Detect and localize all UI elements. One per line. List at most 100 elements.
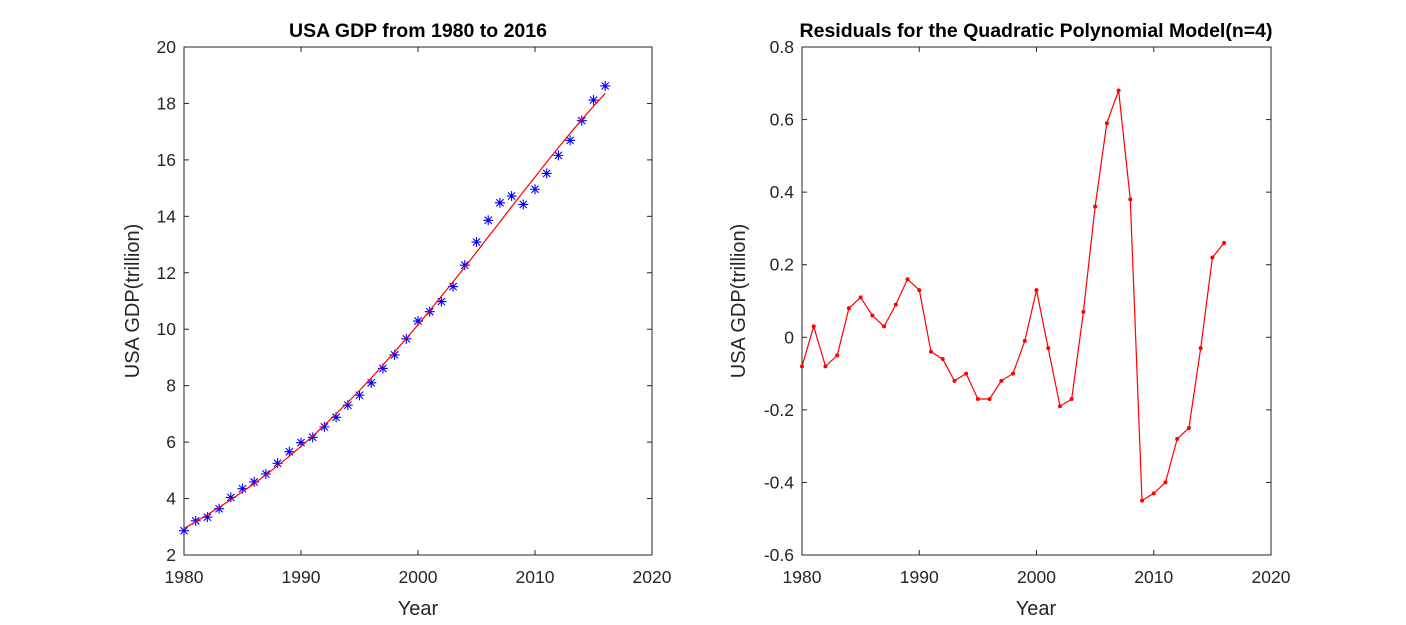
data-point (1186, 426, 1191, 430)
data-point (1022, 338, 1027, 343)
data-point (214, 503, 225, 514)
data-point (964, 371, 969, 376)
data-point (811, 324, 816, 329)
data-point (1104, 121, 1109, 126)
data-point (319, 421, 330, 432)
data-point (882, 324, 887, 329)
data-point (413, 316, 423, 327)
data-point (342, 400, 353, 411)
data-point (260, 469, 271, 480)
residuals-chart: Residuals for the Quadratic Polynomial M… (728, 20, 1291, 620)
data-point (1151, 491, 1156, 496)
data-point (483, 215, 494, 226)
plot-frame (801, 46, 1272, 556)
y-tick-label: 2 (166, 545, 176, 565)
data-point (823, 364, 828, 369)
data-point (202, 512, 213, 523)
data-point (565, 135, 576, 146)
x-axis-label: Year (1016, 598, 1057, 620)
data-point (870, 313, 875, 318)
x-tick-label: 2000 (399, 567, 438, 587)
data-point (576, 115, 587, 126)
data-point (835, 353, 840, 358)
x-axis-label: Year (398, 598, 439, 620)
data-point (1198, 346, 1203, 351)
data-point (553, 150, 564, 161)
series-line (801, 90, 1225, 502)
data-point (975, 396, 980, 401)
x-tick-label: 1980 (783, 567, 822, 587)
data-point (1210, 255, 1215, 260)
data-point (846, 306, 851, 311)
y-tick-label: 20 (157, 37, 177, 57)
y-tick-label: 6 (166, 432, 176, 452)
y-tick-label: 16 (157, 150, 176, 170)
y-tick-label: 0.4 (770, 182, 795, 202)
data-point (800, 364, 804, 369)
y-tick-label: 14 (157, 206, 177, 226)
data-point (940, 357, 945, 362)
data-point (999, 378, 1004, 383)
y-tick-label: 0.8 (770, 37, 794, 57)
data-point (893, 302, 898, 307)
data-point (296, 437, 306, 448)
data-point (858, 295, 863, 300)
x-tick-label: 2010 (1134, 567, 1173, 587)
series-line (183, 92, 606, 530)
data-point (600, 80, 611, 91)
data-point (366, 377, 377, 388)
x-tick-label: 1980 (165, 567, 204, 587)
data-point (1222, 240, 1227, 245)
y-tick-label: -0.6 (764, 545, 794, 565)
data-point (249, 476, 260, 487)
data-point (1011, 371, 1016, 376)
data-point (389, 349, 400, 360)
data-point (459, 260, 470, 271)
data-point (917, 288, 922, 293)
data-point (1175, 436, 1180, 441)
data-point (179, 525, 189, 536)
data-point (1081, 309, 1086, 314)
chart-title: Residuals for the Quadratic Polynomial M… (800, 20, 1273, 42)
data-point (541, 168, 552, 179)
y-tick-label: -0.4 (764, 472, 794, 492)
data-point (1057, 404, 1062, 409)
data-point (494, 197, 505, 208)
data-point (307, 432, 318, 443)
data-point (1093, 204, 1098, 209)
y-axis-label: USA GDP(trillion) (728, 224, 750, 378)
data-point (1116, 88, 1121, 93)
data-point (928, 349, 933, 354)
x-tick-label: 2000 (1017, 567, 1056, 587)
data-point (225, 492, 236, 503)
x-tick-label: 2020 (633, 567, 672, 587)
y-tick-label: 0.6 (770, 110, 794, 130)
data-point (530, 184, 540, 195)
data-point (1128, 197, 1133, 202)
data-point (284, 446, 295, 457)
x-tick-label: 2010 (516, 567, 555, 587)
data-point (1046, 346, 1051, 351)
data-point (448, 281, 459, 292)
chart-title: USA GDP from 1980 to 2016 (289, 20, 547, 42)
data-point (987, 396, 992, 401)
data-point (1034, 288, 1039, 293)
y-tick-label: -0.2 (764, 400, 794, 420)
y-tick-label: 0 (784, 327, 794, 347)
data-point (518, 199, 529, 210)
y-tick-label: 18 (157, 93, 176, 113)
x-tick-label: 1990 (282, 567, 321, 587)
x-tick-label: 2020 (1252, 567, 1291, 587)
data-point (1163, 480, 1168, 485)
data-point (436, 296, 447, 307)
x-tick-label: 1990 (900, 567, 939, 587)
data-point (588, 95, 599, 106)
y-tick-label: 0.2 (770, 255, 794, 275)
data-point (190, 515, 201, 526)
data-point (272, 458, 283, 469)
y-tick-label: 4 (166, 489, 176, 509)
y-tick-label: 8 (166, 376, 176, 396)
data-point (471, 237, 482, 248)
data-point (331, 412, 342, 423)
